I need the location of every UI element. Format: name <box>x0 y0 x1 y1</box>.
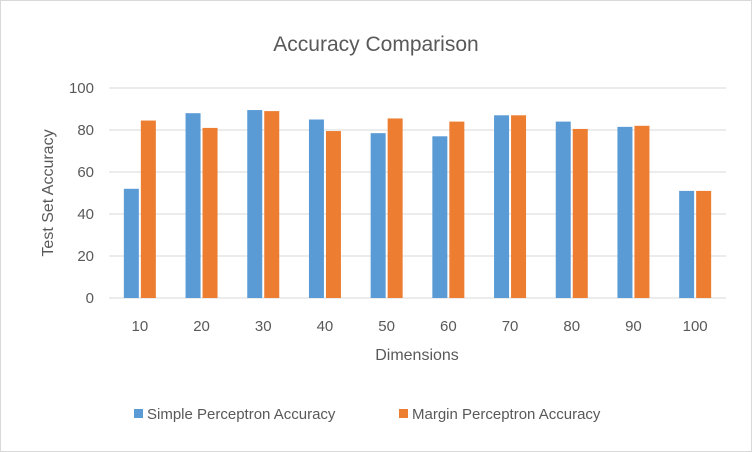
bar-margin-60 <box>449 121 465 298</box>
legend-swatch-margin <box>399 409 408 418</box>
x-tick-label: 40 <box>317 318 334 335</box>
y-tick-label: 0 <box>86 290 94 307</box>
bar-margin-40 <box>325 131 341 298</box>
x-tick-label: 10 <box>132 318 149 335</box>
bar-simple-10 <box>123 188 139 298</box>
bar-simple-60 <box>432 136 448 298</box>
legend-label-simple: Simple Perceptron Accuracy <box>147 406 336 423</box>
x-tick-label: 70 <box>502 318 519 335</box>
y-tick-label: 100 <box>69 80 94 97</box>
bar-simple-20 <box>185 113 201 298</box>
bar-simple-30 <box>247 110 263 298</box>
y-axis-label: Test Set Accuracy <box>40 129 57 256</box>
bar-simple-90 <box>617 126 633 298</box>
x-tick-label: 80 <box>563 318 580 335</box>
y-axis-ticks: 0 20 40 60 80 100 <box>69 80 94 307</box>
y-tick-label: 40 <box>77 206 94 223</box>
x-tick-label: 50 <box>378 318 395 335</box>
bar-simple-70 <box>494 115 510 298</box>
y-tick-label: 80 <box>77 122 94 139</box>
gridlines <box>109 87 726 299</box>
x-tick-label: 100 <box>683 318 708 335</box>
legend-label-margin: Margin Perceptron Accuracy <box>412 406 601 423</box>
bars <box>123 110 712 299</box>
bar-margin-90 <box>634 125 650 298</box>
bar-margin-30 <box>264 111 280 298</box>
bar-simple-50 <box>370 133 386 298</box>
x-tick-label: 90 <box>625 318 642 335</box>
x-tick-label: 20 <box>193 318 210 335</box>
x-axis-label: Dimensions <box>375 347 459 364</box>
bar-margin-80 <box>572 128 588 298</box>
legend-swatch-simple <box>134 409 143 418</box>
bar-simple-40 <box>308 119 324 298</box>
bar-simple-100 <box>679 190 695 298</box>
bar-margin-10 <box>140 120 156 298</box>
y-tick-label: 60 <box>77 164 94 181</box>
chart-title: Accuracy Comparison <box>273 33 478 56</box>
x-tick-label: 60 <box>440 318 457 335</box>
legend: Simple Perceptron Accuracy Margin Percept… <box>134 406 601 423</box>
bar-margin-100 <box>696 190 712 298</box>
x-tick-label: 30 <box>255 318 272 335</box>
bar-simple-80 <box>555 121 571 298</box>
bar-margin-70 <box>511 115 527 298</box>
bar-margin-20 <box>202 127 218 299</box>
x-axis-ticks: 10 20 30 40 50 60 70 80 90 100 <box>132 318 708 335</box>
bar-margin-50 <box>387 118 403 298</box>
y-tick-label: 20 <box>77 248 94 265</box>
